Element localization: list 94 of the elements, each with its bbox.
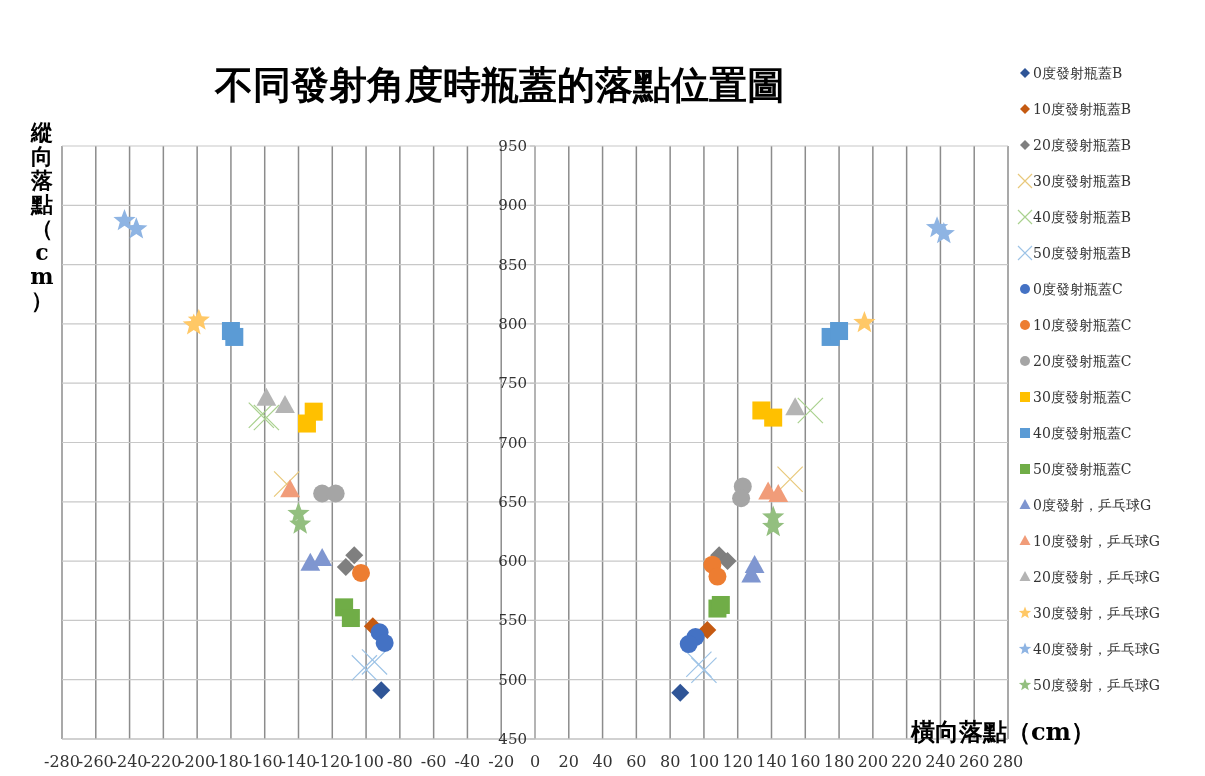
point	[853, 311, 876, 333]
x-tick-label: 100	[688, 752, 720, 771]
x-tick-label: -220	[145, 752, 182, 771]
y-tick-label: 850	[498, 255, 527, 274]
x-tick-label: 60	[626, 752, 647, 771]
x-tick-label: 220	[891, 752, 922, 771]
point	[187, 308, 210, 330]
point	[708, 567, 727, 586]
point	[248, 402, 275, 429]
chart-title: 不同發射角度時瓶蓋的落點位置圖	[214, 62, 785, 107]
y-tick-label: 800	[498, 314, 527, 333]
legend-label: 40度發射，乒乓球G	[1033, 641, 1160, 657]
x-tick-label: 260	[958, 752, 990, 771]
point	[711, 595, 730, 614]
legend-label: 30度發射瓶蓋C	[1033, 389, 1132, 405]
point	[361, 648, 388, 676]
point	[690, 657, 718, 684]
x-tick-label: -80	[386, 752, 413, 771]
x-tick-label: -120	[314, 752, 351, 771]
point	[768, 483, 789, 502]
point	[125, 217, 148, 239]
x-tick-label: -60	[420, 752, 447, 771]
y-tick-label: 750	[498, 374, 527, 393]
point	[776, 466, 804, 493]
point	[341, 609, 360, 628]
point	[352, 563, 370, 582]
point	[375, 633, 394, 652]
point	[830, 322, 849, 341]
legend-label: 20度發射，乒乓球G	[1033, 569, 1160, 585]
x-tick-label: -20	[488, 752, 515, 771]
x-tick-label: -140	[280, 752, 317, 771]
point	[113, 209, 136, 231]
point	[764, 408, 783, 427]
x-tick-label: 120	[722, 752, 753, 771]
point	[225, 327, 244, 346]
y-tick-label: 900	[498, 196, 527, 215]
legend-label: 50度發射瓶蓋C	[1033, 461, 1132, 477]
x-tick-label: 0	[529, 752, 541, 771]
y-tick-label: 450	[498, 730, 527, 748]
x-tick-label: -280	[44, 752, 80, 771]
legend-label: 40度發射瓶蓋B	[1033, 209, 1132, 225]
x-tick-label: -240	[111, 752, 148, 771]
point	[372, 681, 391, 700]
point	[300, 552, 321, 571]
legend-label: 0度發射瓶蓋C	[1033, 281, 1123, 297]
y-tick-label: 500	[498, 670, 527, 689]
legend-label: 10度發射瓶蓋B	[1033, 101, 1132, 117]
point	[345, 546, 364, 565]
point	[351, 654, 378, 682]
x-tick-label: -200	[179, 752, 216, 771]
y-tick-label: 600	[498, 552, 527, 571]
x-tick-label: -260	[77, 752, 114, 771]
legend-label: 20度發射瓶蓋C	[1033, 353, 1132, 369]
y-tick-label: 950	[498, 137, 527, 155]
point	[256, 387, 277, 406]
point	[671, 683, 690, 702]
x-tick-label: 160	[790, 752, 821, 771]
point	[797, 397, 824, 424]
point	[312, 547, 333, 566]
legend-label: 50度發射，乒乓球G	[1033, 677, 1160, 693]
x-tick-label: 280	[992, 752, 1024, 771]
x-tick-label: 80	[659, 752, 681, 771]
point	[304, 402, 323, 421]
legend-label: 40度發射瓶蓋C	[1033, 425, 1132, 441]
point	[253, 404, 280, 431]
point	[685, 651, 713, 678]
y-tick-label: 650	[498, 492, 527, 511]
x-tick-label: 20	[558, 752, 579, 771]
x-tick-label: 140	[756, 752, 787, 771]
x-axis-title: 橫向落點（cm）	[909, 717, 1095, 746]
legend-label: 30度發射，乒乓球G	[1033, 605, 1160, 621]
x-tick-label: -160	[246, 752, 283, 771]
x-tick-label: -100	[348, 752, 385, 771]
y-tick-label: 700	[498, 433, 527, 452]
point	[679, 635, 698, 654]
x-tick-label: 240	[925, 752, 956, 771]
x-tick-label: 200	[857, 752, 889, 771]
y-axis-title: 縱向落點（cm）	[30, 119, 54, 313]
y-tick-label: 550	[498, 611, 527, 630]
legend-label: 20度發射瓶蓋B	[1033, 137, 1132, 153]
legend-label: 30度發射瓶蓋B	[1033, 173, 1132, 189]
point	[280, 479, 300, 498]
legend-label: 10度發射瓶蓋C	[1033, 317, 1132, 333]
point	[275, 394, 295, 413]
x-tick-label: -40	[454, 752, 481, 771]
x-tick-label: 40	[592, 752, 613, 771]
point	[336, 558, 355, 577]
legend-label: 50度發射瓶蓋B	[1033, 245, 1132, 261]
legend-label: 0度發射瓶蓋B	[1033, 65, 1123, 81]
x-tick-label: 180	[823, 752, 855, 771]
legend-label: 10度發射，乒乓球G	[1033, 533, 1160, 549]
legend-label: 0度發射，乒乓球G	[1033, 497, 1152, 513]
point	[732, 489, 751, 508]
point	[785, 397, 806, 416]
